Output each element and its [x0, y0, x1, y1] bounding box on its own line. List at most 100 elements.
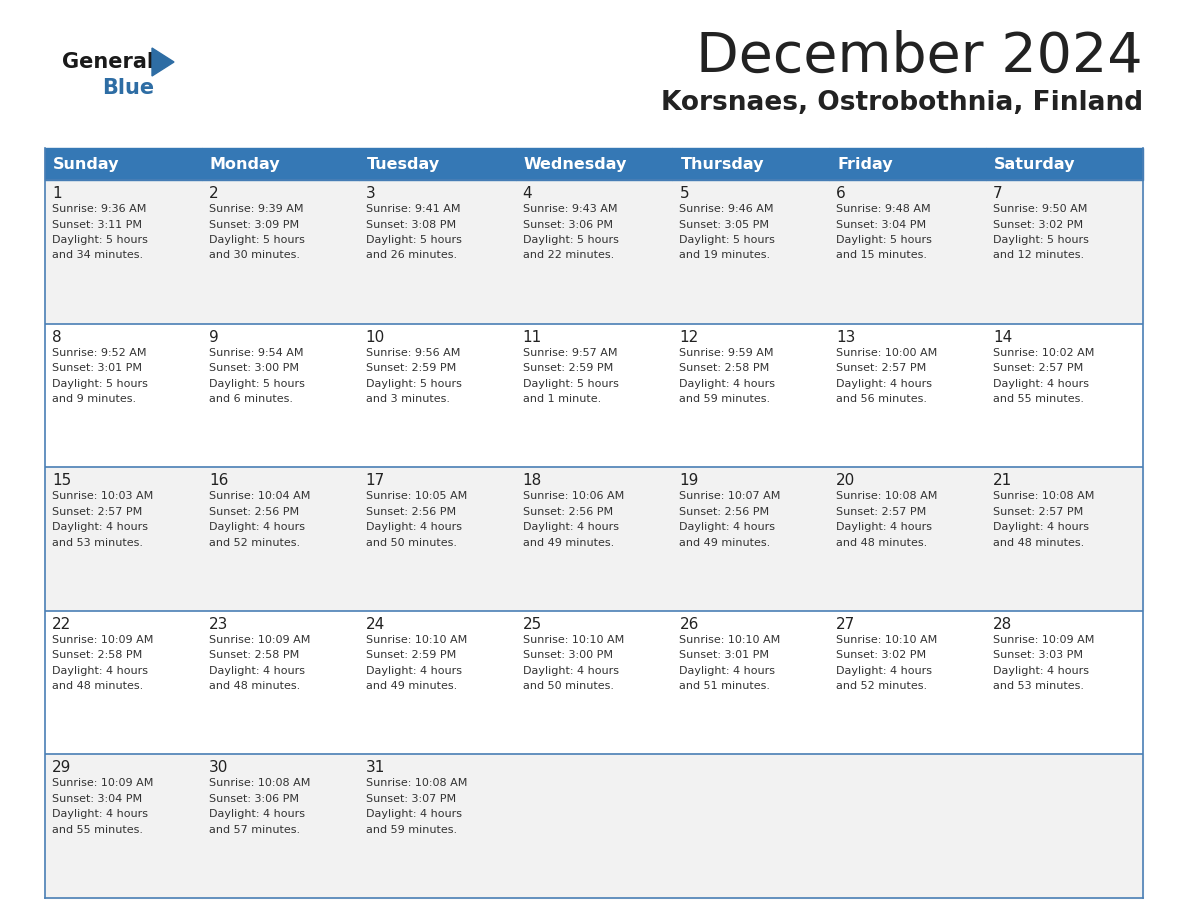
Text: Daylight: 4 hours: Daylight: 4 hours [836, 378, 933, 388]
Text: Sunset: 2:58 PM: Sunset: 2:58 PM [52, 650, 143, 660]
Text: Daylight: 4 hours: Daylight: 4 hours [209, 666, 305, 676]
Text: Sunset: 2:57 PM: Sunset: 2:57 PM [836, 364, 927, 373]
Text: Daylight: 4 hours: Daylight: 4 hours [52, 666, 148, 676]
Text: Sunrise: 10:08 AM: Sunrise: 10:08 AM [366, 778, 467, 789]
Text: Thursday: Thursday [681, 156, 764, 172]
Text: Daylight: 5 hours: Daylight: 5 hours [523, 235, 619, 245]
Text: Sunset: 3:07 PM: Sunset: 3:07 PM [366, 794, 456, 804]
Text: and 12 minutes.: and 12 minutes. [993, 251, 1085, 261]
Bar [829, 755, 986, 898]
Text: and 55 minutes.: and 55 minutes. [993, 394, 1085, 404]
Text: Sunrise: 10:09 AM: Sunrise: 10:09 AM [993, 635, 1094, 644]
Text: 5: 5 [680, 186, 689, 201]
Text: Sunrise: 9:39 AM: Sunrise: 9:39 AM [209, 204, 303, 214]
Text: Sunrise: 9:52 AM: Sunrise: 9:52 AM [52, 348, 146, 358]
Bar [829, 467, 986, 610]
Text: Sunrise: 10:10 AM: Sunrise: 10:10 AM [680, 635, 781, 644]
Bar [45, 467, 202, 610]
Text: Sunset: 2:56 PM: Sunset: 2:56 PM [366, 507, 456, 517]
Text: Tuesday: Tuesday [367, 156, 440, 172]
Text: Sunrise: 10:09 AM: Sunrise: 10:09 AM [52, 635, 153, 644]
Text: and 55 minutes.: and 55 minutes. [52, 825, 143, 834]
Text: Sunset: 3:04 PM: Sunset: 3:04 PM [836, 219, 927, 230]
Text: Sunset: 2:58 PM: Sunset: 2:58 PM [680, 364, 770, 373]
Text: Sunrise: 9:46 AM: Sunrise: 9:46 AM [680, 204, 773, 214]
Text: Blue: Blue [102, 78, 154, 98]
Text: Sunset: 2:57 PM: Sunset: 2:57 PM [993, 507, 1083, 517]
Text: Sunset: 3:02 PM: Sunset: 3:02 PM [836, 650, 927, 660]
Text: and 59 minutes.: and 59 minutes. [680, 394, 771, 404]
Text: Sunrise: 10:02 AM: Sunrise: 10:02 AM [993, 348, 1094, 358]
Text: Sunset: 3:01 PM: Sunset: 3:01 PM [52, 364, 143, 373]
Text: and 50 minutes.: and 50 minutes. [523, 681, 613, 691]
Text: 15: 15 [52, 473, 71, 488]
Bar [202, 467, 359, 610]
Text: Daylight: 4 hours: Daylight: 4 hours [209, 522, 305, 532]
Bar [516, 324, 672, 467]
Text: Sunrise: 10:09 AM: Sunrise: 10:09 AM [209, 635, 310, 644]
Text: and 53 minutes.: and 53 minutes. [993, 681, 1085, 691]
Bar [672, 180, 829, 324]
Text: 13: 13 [836, 330, 855, 344]
Text: Daylight: 4 hours: Daylight: 4 hours [993, 666, 1089, 676]
Text: 20: 20 [836, 473, 855, 488]
Text: and 3 minutes.: and 3 minutes. [366, 394, 450, 404]
Text: Daylight: 5 hours: Daylight: 5 hours [836, 235, 933, 245]
Text: Sunrise: 9:59 AM: Sunrise: 9:59 AM [680, 348, 773, 358]
Text: Sunrise: 9:54 AM: Sunrise: 9:54 AM [209, 348, 303, 358]
Text: Sunset: 2:56 PM: Sunset: 2:56 PM [680, 507, 770, 517]
Bar [986, 148, 1143, 180]
Polygon shape [152, 48, 173, 76]
Text: 29: 29 [52, 760, 71, 776]
Text: Sunrise: 9:43 AM: Sunrise: 9:43 AM [523, 204, 617, 214]
Text: Sunset: 2:59 PM: Sunset: 2:59 PM [366, 650, 456, 660]
Bar [516, 755, 672, 898]
Text: and 52 minutes.: and 52 minutes. [209, 538, 301, 548]
Bar [45, 324, 202, 467]
Text: Sunday: Sunday [53, 156, 120, 172]
Bar [672, 610, 829, 755]
Text: Sunset: 2:56 PM: Sunset: 2:56 PM [209, 507, 299, 517]
Text: Korsnaes, Ostrobothnia, Finland: Korsnaes, Ostrobothnia, Finland [661, 90, 1143, 116]
Bar [986, 180, 1143, 324]
Text: Sunset: 3:00 PM: Sunset: 3:00 PM [523, 650, 613, 660]
Text: Sunset: 2:58 PM: Sunset: 2:58 PM [209, 650, 299, 660]
Text: Sunrise: 10:00 AM: Sunrise: 10:00 AM [836, 348, 937, 358]
Text: 31: 31 [366, 760, 385, 776]
Text: Monday: Monday [210, 156, 280, 172]
Text: 22: 22 [52, 617, 71, 632]
Text: Saturday: Saturday [994, 156, 1075, 172]
Text: Sunset: 2:57 PM: Sunset: 2:57 PM [993, 364, 1083, 373]
Text: Daylight: 4 hours: Daylight: 4 hours [52, 522, 148, 532]
Text: and 22 minutes.: and 22 minutes. [523, 251, 614, 261]
Text: Sunset: 3:01 PM: Sunset: 3:01 PM [680, 650, 770, 660]
Text: Daylight: 5 hours: Daylight: 5 hours [52, 235, 147, 245]
Bar [359, 324, 516, 467]
Text: 7: 7 [993, 186, 1003, 201]
Text: 23: 23 [209, 617, 228, 632]
Text: Sunset: 3:02 PM: Sunset: 3:02 PM [993, 219, 1083, 230]
Text: 9: 9 [209, 330, 219, 344]
Bar [202, 610, 359, 755]
Text: and 52 minutes.: and 52 minutes. [836, 681, 928, 691]
Text: Sunrise: 10:08 AM: Sunrise: 10:08 AM [209, 778, 310, 789]
Bar [672, 324, 829, 467]
Text: 21: 21 [993, 473, 1012, 488]
Text: and 48 minutes.: and 48 minutes. [836, 538, 928, 548]
Text: Sunrise: 9:50 AM: Sunrise: 9:50 AM [993, 204, 1087, 214]
Text: and 51 minutes.: and 51 minutes. [680, 681, 771, 691]
Text: Daylight: 4 hours: Daylight: 4 hours [680, 378, 776, 388]
Text: General: General [62, 52, 154, 72]
Text: Sunrise: 10:06 AM: Sunrise: 10:06 AM [523, 491, 624, 501]
Text: and 57 minutes.: and 57 minutes. [209, 825, 301, 834]
Text: 6: 6 [836, 186, 846, 201]
Text: Sunrise: 9:48 AM: Sunrise: 9:48 AM [836, 204, 931, 214]
Text: Daylight: 4 hours: Daylight: 4 hours [52, 810, 148, 820]
Text: 14: 14 [993, 330, 1012, 344]
Text: and 48 minutes.: and 48 minutes. [993, 538, 1085, 548]
Text: Sunrise: 10:05 AM: Sunrise: 10:05 AM [366, 491, 467, 501]
Text: Daylight: 5 hours: Daylight: 5 hours [209, 235, 305, 245]
Bar [672, 755, 829, 898]
Bar [45, 610, 202, 755]
Text: and 19 minutes.: and 19 minutes. [680, 251, 771, 261]
